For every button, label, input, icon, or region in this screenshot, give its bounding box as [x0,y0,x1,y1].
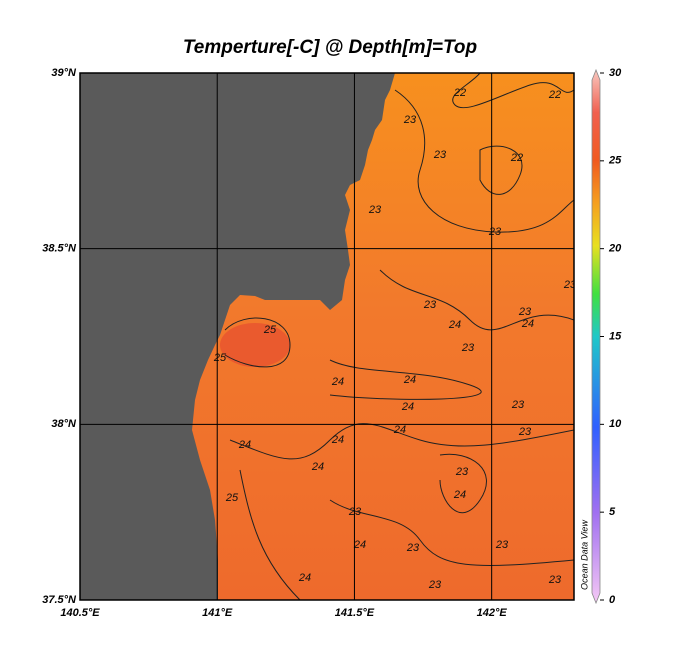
contour-label: 23 [461,342,475,354]
contour-label: 23 [433,149,447,161]
contour-label: 24 [401,401,414,413]
contour-label: 22 [510,152,523,164]
contour-label: 24 [311,461,324,473]
contour-label: 24 [453,489,466,501]
contour-label: 23 [488,226,502,238]
contour-label: 24 [521,318,534,330]
y-tick-label: 39°N [51,67,77,79]
land [80,73,395,600]
colorbar-tick-label: 0 [609,594,616,606]
contour-label: 24 [331,434,344,446]
colorbar-tick-label: 30 [609,67,622,79]
contour-label: 23 [455,466,469,478]
contour-label: 24 [298,572,311,584]
colorbar-tick-label: 10 [609,418,622,430]
contour-label: 23 [511,399,525,411]
colorbar-tick-label: 25 [608,155,622,167]
y-tick-label: 38.5°N [42,243,77,255]
contour-label: 23 [548,574,562,586]
colorbar-tick-label: 15 [609,330,622,342]
contour-label: 24 [353,539,366,551]
title: Temperture[-C] @ Depth[m]=Top [183,37,477,58]
contour-label: 23 [406,542,420,554]
contour-label: 24 [393,424,406,436]
contour-label: 23 [495,539,509,551]
plot-frame [79,72,575,601]
contour-label: 24 [448,319,461,331]
contour-label: 23 [518,306,532,318]
x-tick-label: 141.5°E [335,607,375,619]
contour-label: 23 [563,279,577,291]
contour-label: 23 [518,426,532,438]
contour-label: 22 [548,89,561,101]
contour-label: 24 [403,374,416,386]
colorbar [591,68,601,605]
colorbar-tick-label: 20 [608,243,622,255]
watermark: Ocean Data View [579,520,589,590]
x-tick-label: 142°E [477,607,508,619]
y-tick-label: 37.5°N [42,594,77,606]
contour-label: 25 [213,352,227,364]
grid [80,73,574,600]
warm-patch [220,323,290,367]
contour-label: 23 [368,204,382,216]
contour-label: 25 [263,324,277,336]
colorbar-tick-label: 5 [609,506,616,518]
contour-label: 23 [423,299,437,311]
contour-label: 23 [403,114,417,126]
contour-label: 23 [428,579,442,591]
contour-label: 24 [331,376,344,388]
contour-label: 25 [225,492,239,504]
contour-label: 22 [453,87,466,99]
x-tick-label: 141°E [202,607,233,619]
x-tick-label: 140.5°E [60,607,100,619]
y-tick-label: 38°N [51,418,77,430]
contour-label: 24 [238,439,251,451]
